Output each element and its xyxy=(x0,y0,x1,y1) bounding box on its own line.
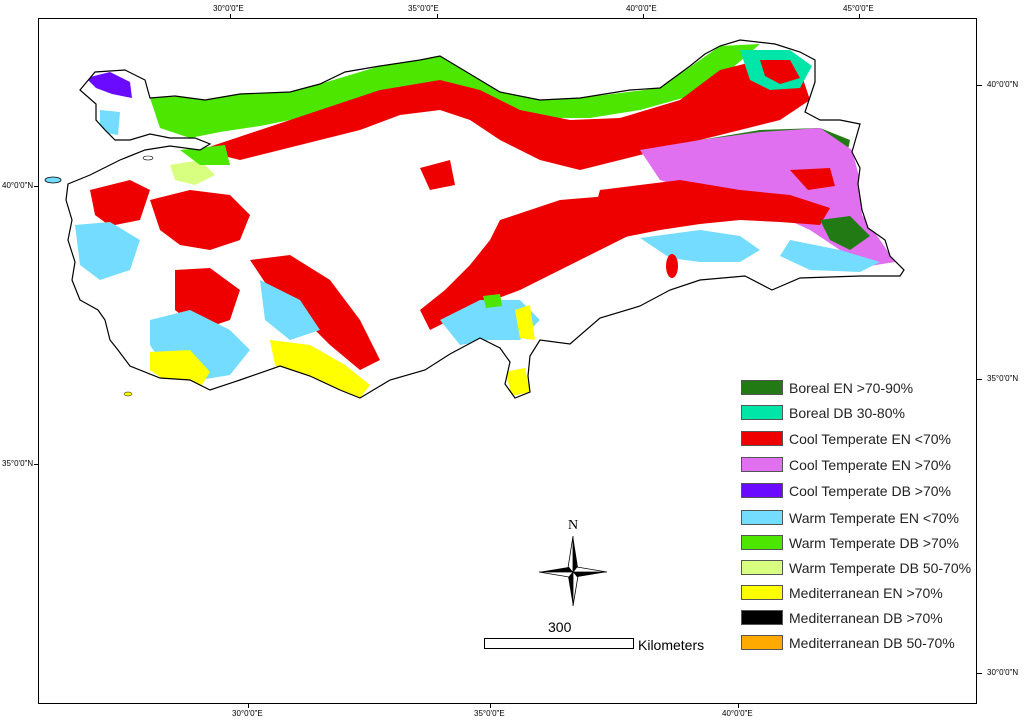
legend-label: Boreal EN >70-90% xyxy=(789,380,914,396)
legend-swatch xyxy=(741,483,783,498)
legend-item: Warm Temperate DB >70% xyxy=(739,533,989,553)
legend-label: Warm Temperate DB 50-70% xyxy=(789,560,972,576)
tick-mark xyxy=(490,703,491,708)
legend-swatch xyxy=(741,380,783,395)
tick-mark xyxy=(977,673,982,674)
legend-label: Boreal DB 30-80% xyxy=(789,405,905,421)
left-tick-label: 35°0'0"N xyxy=(2,459,34,468)
forest-type-map xyxy=(44,39,905,399)
legend-label: Cool Temperate EN <70% xyxy=(789,431,951,447)
bottom-tick-label: 30°0'0"E xyxy=(232,709,263,718)
north-label: N xyxy=(568,518,578,533)
left-tick-label: 40°0'0"N xyxy=(2,181,34,190)
scale-value: 300 xyxy=(548,619,572,635)
tick-mark xyxy=(34,186,39,187)
legend-label: Warm Temperate EN <70% xyxy=(789,510,960,526)
compass-rose-icon: N xyxy=(538,518,608,607)
legend-label: Mediterranean DB >70% xyxy=(789,610,943,626)
legend-swatch xyxy=(741,585,783,600)
legend-swatch xyxy=(741,510,783,525)
legend-item: Cool Temperate DB >70% xyxy=(739,481,989,501)
tick-mark xyxy=(248,703,249,708)
legend-swatch xyxy=(741,405,783,420)
right-tick-label: 40°0'0"N xyxy=(987,80,1019,89)
legend-item: Warm Temperate DB 50-70% xyxy=(739,558,989,578)
top-tick-label: 40°0'0"E xyxy=(626,4,657,13)
legend-item: Mediterranean DB >70% xyxy=(739,608,989,628)
legend-item: Cool Temperate EN <70% xyxy=(739,429,989,449)
legend-item: Mediterranean DB 50-70% xyxy=(739,633,989,653)
legend-item: Mediterranean EN >70% xyxy=(739,583,989,603)
legend-label: Cool Temperate DB >70% xyxy=(789,483,951,499)
tick-mark xyxy=(977,379,982,380)
top-tick-label: 35°0'0"E xyxy=(408,4,439,13)
legend-swatch xyxy=(741,560,783,575)
legend-label: Mediterranean DB 50-70% xyxy=(789,635,955,651)
legend-item: Boreal EN >70-90% xyxy=(739,378,989,398)
legend-swatch xyxy=(741,535,783,550)
legend-swatch xyxy=(741,457,783,472)
tick-mark xyxy=(230,14,231,19)
north-arrow: N xyxy=(536,516,610,613)
right-tick-label: 35°0'0"N xyxy=(987,374,1019,383)
top-tick-label: 45°0'0"E xyxy=(843,4,874,13)
scale-bar xyxy=(484,638,634,649)
tick-mark xyxy=(859,14,860,19)
legend-item: Warm Temperate EN <70% xyxy=(739,508,989,528)
tick-mark xyxy=(643,14,644,19)
tick-mark xyxy=(738,703,739,708)
tick-mark xyxy=(437,14,438,19)
top-tick-label: 30°0'0"E xyxy=(213,4,244,13)
bottom-tick-label: 40°0'0"E xyxy=(722,709,753,718)
tick-mark xyxy=(977,85,982,86)
legend-swatch xyxy=(741,635,783,650)
bottom-tick-label: 35°0'0"E xyxy=(474,709,505,718)
legend-item: Boreal DB 30-80% xyxy=(739,403,989,423)
legend-label: Cool Temperate EN >70% xyxy=(789,457,951,473)
legend-label: Warm Temperate DB >70% xyxy=(789,535,960,551)
scale-unit: Kilometers xyxy=(638,637,705,653)
legend-swatch xyxy=(741,610,783,625)
legend-label: Mediterranean EN >70% xyxy=(789,585,943,601)
legend-swatch xyxy=(741,431,783,446)
tick-mark xyxy=(34,464,39,465)
legend-item: Cool Temperate EN >70% xyxy=(739,455,989,475)
right-tick-label: 30°0'0"N xyxy=(987,668,1019,677)
